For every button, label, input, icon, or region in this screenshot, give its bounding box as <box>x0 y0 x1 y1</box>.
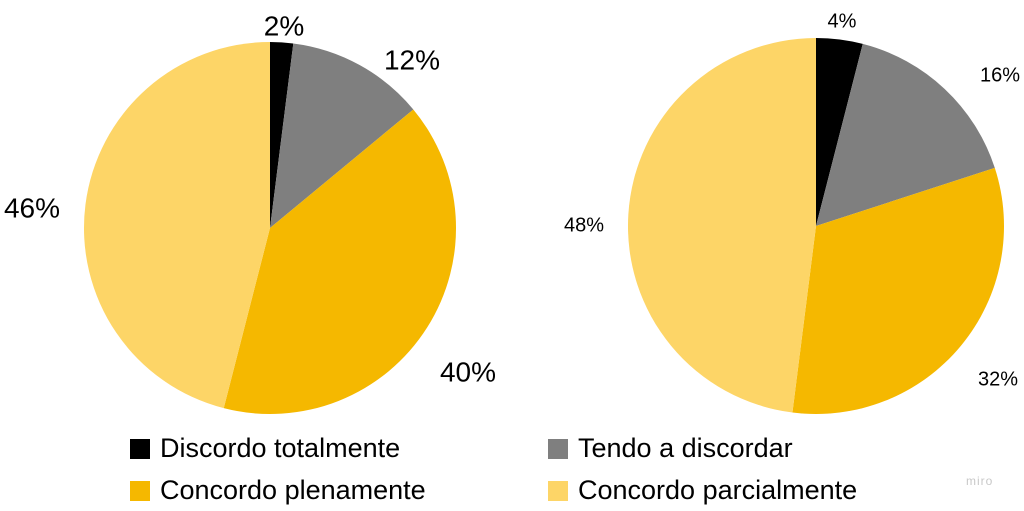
pie2-slice-discordo-totalmente <box>816 38 863 226</box>
pie2-slice-concordo-plenamente <box>792 167 1005 415</box>
pie2-data-label-concordo-parcialmente: 48% <box>564 214 604 236</box>
legend-label: Discordo totalmente <box>160 433 401 463</box>
pie1-slice-concordo-parcialmente <box>83 41 271 409</box>
legend-swatch <box>548 480 568 501</box>
pie2-data-label-tendo-a-discordar: 16% <box>980 64 1020 86</box>
watermark: miro <box>966 474 994 488</box>
pie1-slice-tendo-a-discordar <box>270 43 414 228</box>
legend-item-concordo-plenamente: Concordo plenamente <box>130 475 426 506</box>
legend-item-concordo-parcialmente: Concordo parcialmente <box>548 475 857 506</box>
pie1-slice-discordo-totalmente <box>270 42 294 228</box>
pie2-slice-concordo-parcialmente <box>627 37 816 413</box>
pie2-data-label-concordo-plenamente: 32% <box>978 368 1018 390</box>
pie1-data-label-concordo-plenamente: 40% <box>440 356 496 387</box>
legend-label: Tendo a discordar <box>578 433 793 463</box>
legend-label: Concordo parcialmente <box>578 475 858 505</box>
legend-swatch <box>548 438 568 459</box>
legend-item-discordo-totalmente: Discordo totalmente <box>130 433 400 464</box>
pie2-slice-tendo-a-discordar <box>816 43 995 226</box>
legend-swatch <box>130 438 150 459</box>
legend-swatch <box>130 480 150 501</box>
pie2-data-label-discordo-totalmente: 4% <box>828 10 857 32</box>
pie1-data-label-discordo-totalmente: 2% <box>264 10 304 41</box>
pie-charts: 2% 12% 40% 46% 4% 16% 32% 48% <box>4 10 1020 415</box>
legend-label: Concordo plenamente <box>160 475 426 505</box>
pie1-slice-concordo-plenamente <box>223 109 457 415</box>
pie1-data-label-concordo-parcialmente: 46% <box>4 192 60 223</box>
pie1-data-label-tendo-a-discordar: 12% <box>384 44 440 75</box>
legend-item-tendo-a-discordar: Tendo a discordar <box>548 433 793 464</box>
